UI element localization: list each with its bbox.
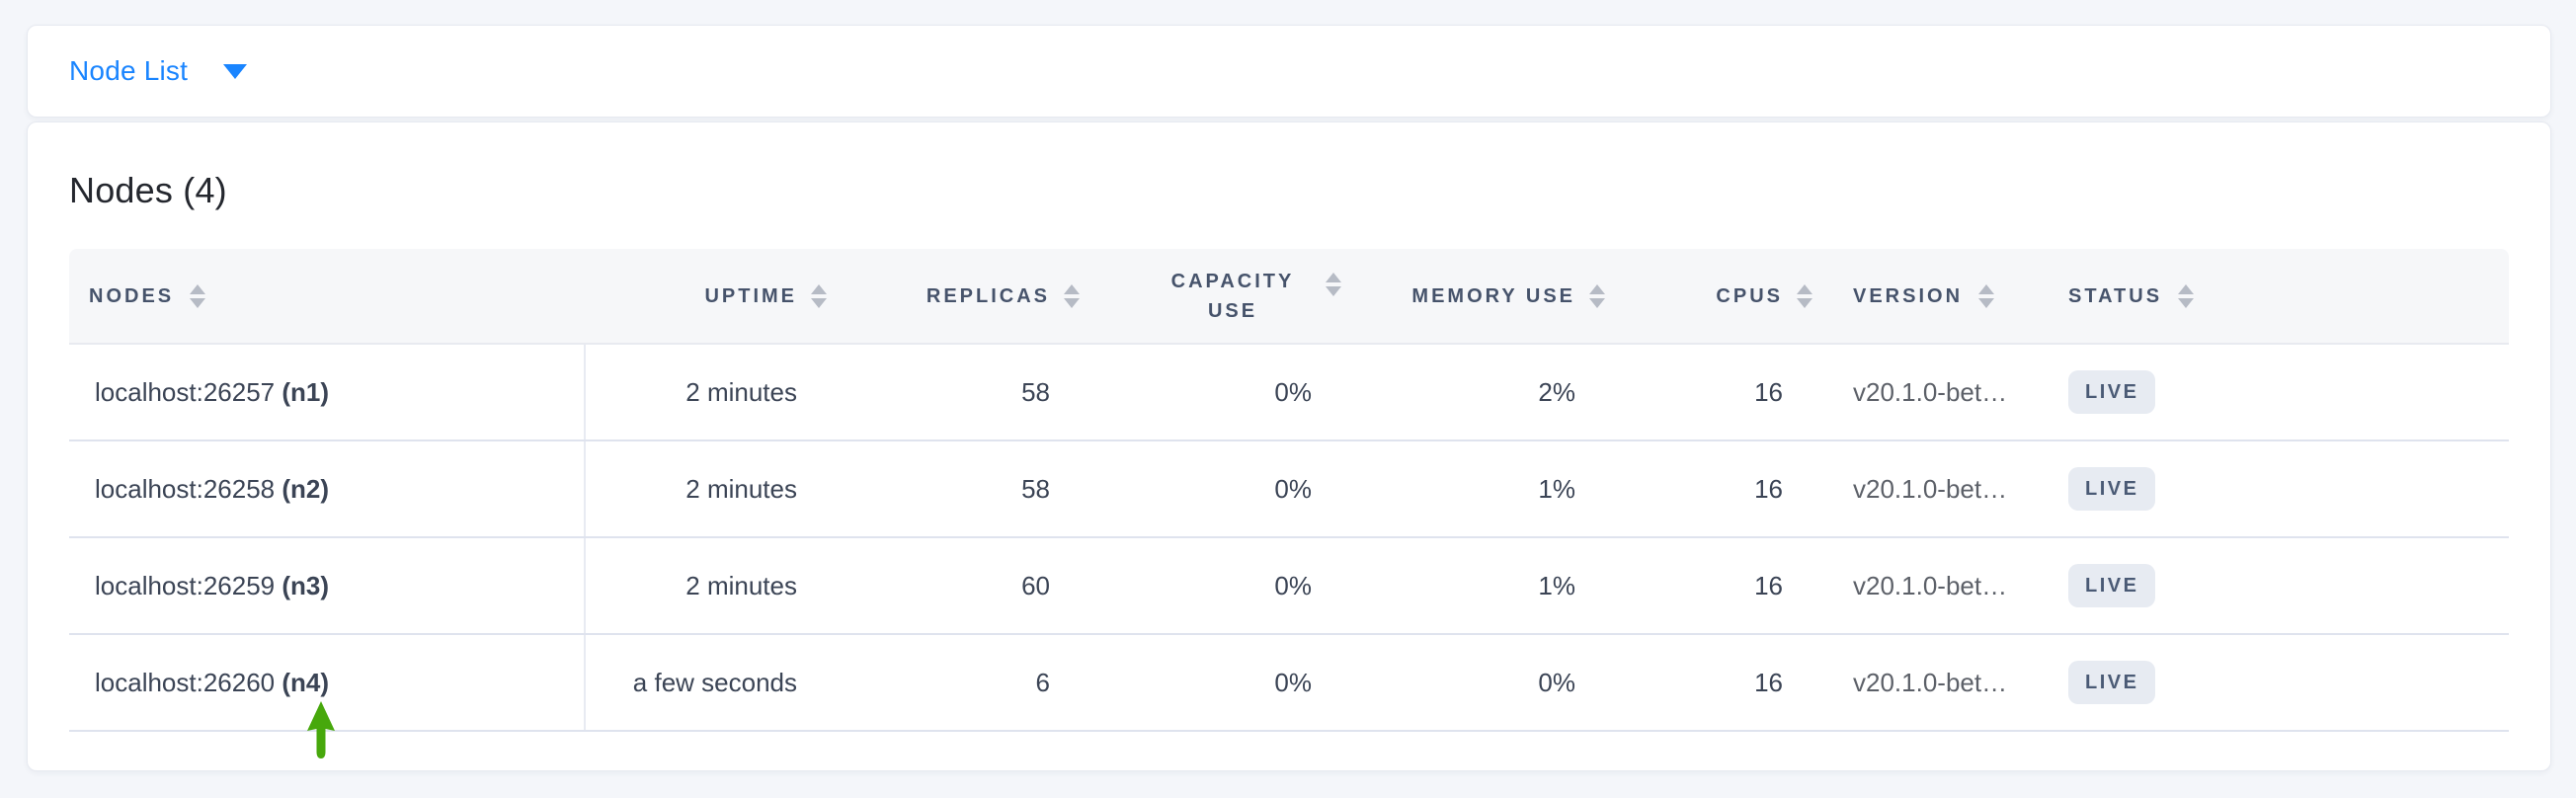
- node-cell: localhost:26259 (n3): [69, 537, 586, 635]
- column-header-label: REPLICAS: [926, 284, 1050, 307]
- capacity_use-cell: 0%: [1085, 440, 1346, 538]
- sort-icon[interactable]: [1978, 283, 1995, 308]
- node-address: localhost:26257: [95, 376, 276, 407]
- uptime-cell: a few seconds: [585, 634, 832, 732]
- status-cell: LIVE: [2031, 634, 2509, 732]
- uptime-cell: 2 minutes: [585, 344, 832, 441]
- memory_use-cell: 0%: [1346, 634, 1610, 732]
- node-list-dropdown[interactable]: Node List: [69, 55, 248, 87]
- memory_use-cell: 2%: [1346, 344, 1610, 441]
- version-cell: v20.1.0-bet…: [1817, 634, 2031, 732]
- sort-icon[interactable]: [1326, 272, 1341, 296]
- status-badge: LIVE: [2068, 370, 2156, 414]
- cpus-cell: 16: [1610, 344, 1817, 441]
- column-header-label: NODES: [89, 284, 175, 307]
- memory_use-cell: 1%: [1346, 537, 1610, 635]
- table-row[interactable]: localhost:26259 (n3) 2 minutes 60 0% 1% 16 v20…: [69, 537, 2509, 635]
- node-id: (n4): [275, 667, 330, 697]
- table-header-row: NODES UPTIME REPLICAS CAPACITY USE MEMORY US…: [69, 249, 2509, 345]
- node-id: (n3): [275, 570, 330, 600]
- uptime-cell: 2 minutes: [585, 537, 832, 635]
- replicas-cell: 60: [832, 537, 1085, 635]
- cpus-cell: 16: [1610, 537, 1817, 635]
- uptime-cell: 2 minutes: [585, 440, 832, 538]
- table-row[interactable]: localhost:26257 (n1) 2 minutes 58 0% 2% 16 v20…: [69, 344, 2509, 441]
- capacity_use-cell: 0%: [1085, 344, 1346, 441]
- sort-icon[interactable]: [190, 283, 206, 308]
- node-address: localhost:26259: [95, 570, 276, 600]
- replicas-cell: 58: [832, 344, 1085, 441]
- node-cell: localhost:26257 (n1): [69, 344, 586, 441]
- status-cell: LIVE: [2031, 344, 2509, 441]
- column-header-label: CPUS: [1716, 284, 1783, 307]
- column-header-label: MEMORY USE: [1411, 284, 1575, 307]
- column-header-uptime[interactable]: UPTIME: [585, 249, 832, 345]
- column-header-label: UPTIME: [704, 284, 797, 307]
- capacity_use-cell: 0%: [1085, 634, 1346, 732]
- replicas-cell: 6: [832, 634, 1085, 732]
- node-id: (n1): [275, 376, 330, 407]
- sort-icon[interactable]: [1064, 283, 1080, 308]
- node-list-dropdown-label: Node List: [69, 55, 189, 86]
- table-row[interactable]: localhost:26260 (n4) a few seconds 6 0% 0% 16…: [69, 634, 2509, 732]
- status-cell: LIVE: [2031, 440, 2509, 538]
- node-address: localhost:26258: [95, 473, 276, 504]
- cpus-cell: 16: [1610, 440, 1817, 538]
- status-badge: LIVE: [2068, 661, 2156, 704]
- table-row[interactable]: localhost:26258 (n2) 2 minutes 58 0% 1% 16 v20…: [69, 440, 2509, 538]
- sort-icon[interactable]: [811, 283, 827, 308]
- status-cell: LIVE: [2031, 537, 2509, 635]
- up-arrow-icon: [307, 701, 335, 758]
- version-cell: v20.1.0-bet…: [1817, 537, 2031, 635]
- column-header-nodes[interactable]: NODES: [69, 249, 585, 345]
- version-cell: v20.1.0-bet…: [1817, 440, 2031, 538]
- column-header-label: CAPACITY USE: [1170, 270, 1295, 322]
- nodes-table: NODES UPTIME REPLICAS CAPACITY USE MEMORY US…: [69, 249, 2509, 732]
- status-badge: LIVE: [2068, 564, 2156, 607]
- sort-icon[interactable]: [1589, 283, 1605, 308]
- sort-icon[interactable]: [1797, 283, 1812, 308]
- column-header-status[interactable]: STATUS: [2031, 249, 2509, 345]
- column-header-memory-use[interactable]: MEMORY USE: [1346, 249, 1610, 345]
- column-header-replicas[interactable]: REPLICAS: [832, 249, 1085, 345]
- node-cell: localhost:26258 (n2): [69, 440, 586, 538]
- column-header-label: STATUS: [2068, 284, 2163, 307]
- memory_use-cell: 1%: [1346, 440, 1610, 538]
- column-header-cpus[interactable]: CPUS: [1610, 249, 1817, 345]
- version-cell: v20.1.0-bet…: [1817, 344, 2031, 441]
- sort-icon[interactable]: [2178, 283, 2195, 308]
- caret-down-icon: [223, 63, 248, 79]
- column-header-capacity-use[interactable]: CAPACITY USE: [1085, 249, 1346, 345]
- column-header-label: VERSION: [1853, 284, 1964, 307]
- replicas-cell: 58: [832, 440, 1085, 538]
- page-title: Nodes (4): [69, 170, 227, 210]
- status-badge: LIVE: [2068, 467, 2156, 511]
- nodes-panel: Nodes (4) NODES UPTIME REPLICAS CAPACITY US…: [27, 121, 2551, 771]
- node-address: localhost:26260: [95, 667, 276, 697]
- cpus-cell: 16: [1610, 634, 1817, 732]
- capacity_use-cell: 0%: [1085, 537, 1346, 635]
- column-header-version[interactable]: VERSION: [1817, 249, 2031, 345]
- node-id: (n2): [275, 473, 330, 504]
- view-selector-bar: Node List: [27, 25, 2551, 118]
